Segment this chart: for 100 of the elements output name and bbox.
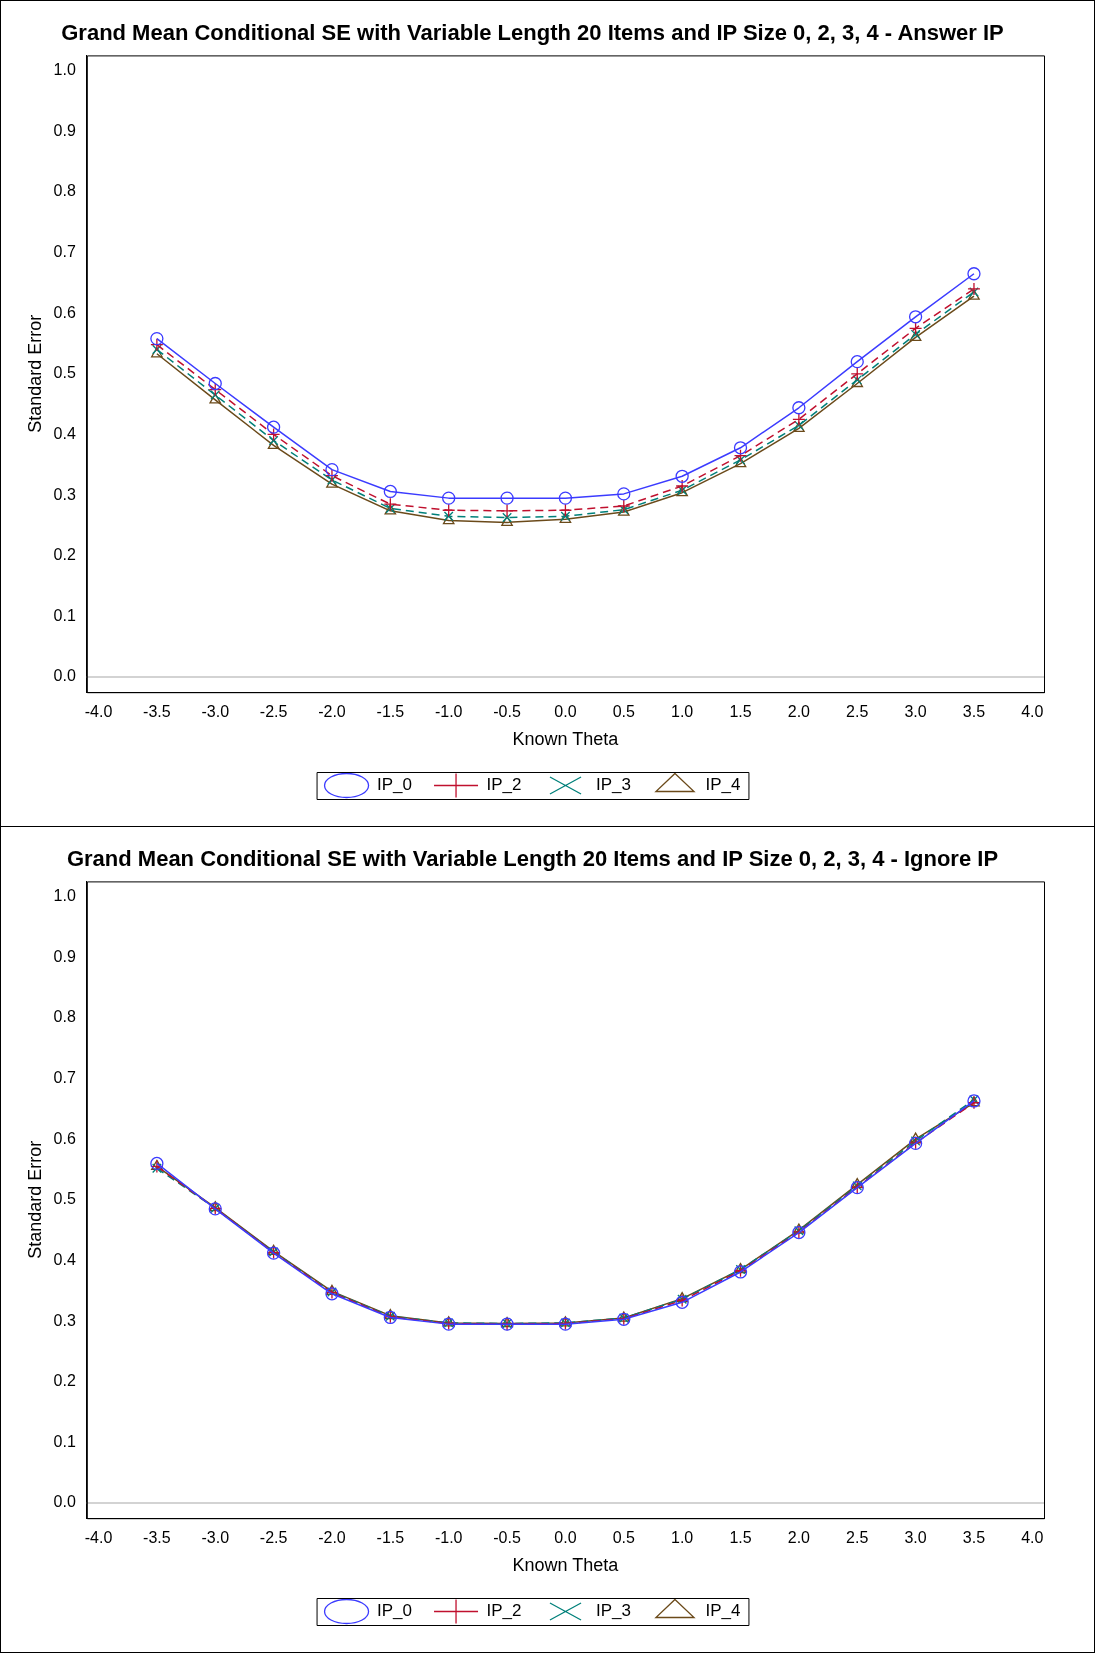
x-tick-label: -1.5 bbox=[376, 703, 405, 721]
point bbox=[325, 469, 339, 483]
point bbox=[850, 367, 864, 381]
legend-label: IP_2 bbox=[486, 775, 522, 795]
x-tick-label: -1.0 bbox=[434, 703, 463, 721]
y-tick-label: 0.4 bbox=[53, 424, 76, 442]
y-tick-label: 0.7 bbox=[53, 1068, 76, 1086]
y-tick-label: 0.8 bbox=[53, 182, 76, 200]
legend-label: IP_3 bbox=[596, 1601, 631, 1621]
point bbox=[733, 449, 748, 463]
y-tick-label: 0.2 bbox=[53, 546, 76, 564]
x-tick-label: 0.0 bbox=[554, 1529, 577, 1547]
x-tick-label: 2.0 bbox=[787, 1529, 811, 1547]
x-tick-label: -3.5 bbox=[143, 703, 171, 721]
legend-label: IP_0 bbox=[377, 1601, 413, 1621]
x-tick-label: 3.5 bbox=[962, 703, 986, 721]
point bbox=[151, 1163, 162, 1174]
point bbox=[967, 282, 981, 296]
x-tick-label: -1.5 bbox=[376, 1529, 405, 1547]
point bbox=[150, 338, 164, 352]
x-axis-title: Known Theta bbox=[512, 729, 620, 750]
legend-label: IP_4 bbox=[705, 1601, 741, 1621]
point bbox=[558, 503, 573, 517]
x-tick-label: 2.5 bbox=[846, 703, 869, 721]
y-tick-label: 1.0 bbox=[53, 60, 76, 78]
legend-label: IP_2 bbox=[486, 1601, 522, 1621]
legend-label: IP_0 bbox=[377, 775, 413, 795]
point bbox=[792, 401, 806, 415]
point bbox=[910, 1136, 921, 1146]
x-tick-label: -2.0 bbox=[318, 703, 346, 721]
y-tick-label: 0.1 bbox=[53, 1432, 76, 1450]
x-tick-label: 0.5 bbox=[612, 703, 635, 721]
point bbox=[675, 469, 689, 483]
point bbox=[325, 462, 339, 477]
y-tick-label: 0.9 bbox=[53, 947, 76, 965]
x-tick-label: 3.0 bbox=[904, 1529, 927, 1547]
y-axis-title: Standard Error bbox=[24, 314, 45, 433]
point bbox=[208, 376, 222, 391]
point bbox=[792, 412, 806, 426]
point bbox=[383, 497, 397, 511]
x-axis-title: Known Theta bbox=[512, 1555, 620, 1576]
point bbox=[733, 441, 748, 455]
point bbox=[617, 499, 631, 513]
x-tick-label: 1.5 bbox=[729, 703, 752, 721]
point bbox=[208, 382, 222, 397]
point bbox=[502, 512, 512, 523]
point bbox=[617, 487, 631, 501]
point bbox=[967, 267, 981, 281]
y-tick-label: 0.5 bbox=[53, 364, 76, 382]
point bbox=[675, 479, 689, 493]
y-tick-label: 0.1 bbox=[53, 606, 76, 624]
x-tick-label: 2.5 bbox=[846, 1529, 869, 1547]
x-tick-label: -4.0 bbox=[84, 1529, 113, 1547]
x-tick-label: 1.5 bbox=[729, 1529, 752, 1547]
y-tick-label: 0.8 bbox=[53, 1008, 76, 1026]
x-tick-label: 2.0 bbox=[787, 703, 811, 721]
y-tick-label: 0.5 bbox=[53, 1190, 76, 1208]
legend-label: IP_3 bbox=[596, 775, 631, 795]
x-tick-label: -2.5 bbox=[259, 703, 288, 721]
point bbox=[500, 491, 514, 505]
x-tick-label: 4.0 bbox=[1021, 703, 1044, 721]
point bbox=[266, 427, 281, 442]
y-tick-label: 0.2 bbox=[53, 1372, 76, 1390]
point bbox=[500, 504, 514, 518]
point bbox=[266, 420, 281, 434]
y-tick-label: 0.6 bbox=[53, 303, 76, 321]
x-tick-label: -2.0 bbox=[318, 1529, 346, 1547]
x-tick-label: 3.0 bbox=[904, 703, 927, 721]
x-tick-label: -3.5 bbox=[143, 1529, 171, 1547]
x-tick-label: -4.0 bbox=[84, 703, 113, 721]
y-tick-label: 0.3 bbox=[53, 485, 76, 503]
y-tick-label: 0.0 bbox=[53, 667, 76, 685]
y-tick-label: 0.9 bbox=[53, 121, 76, 139]
x-tick-label: -3.0 bbox=[201, 703, 230, 721]
x-tick-label: 1.0 bbox=[671, 1529, 694, 1547]
x-tick-label: -0.5 bbox=[493, 1529, 521, 1547]
x-tick-label: -2.5 bbox=[259, 1529, 288, 1547]
point bbox=[908, 310, 923, 324]
chart-title: Grand Mean Conditional SE with Variable Length 20 Items and IP Size 0, 2, 3, 4 - Ignore IP bbox=[66, 846, 999, 872]
point bbox=[383, 484, 397, 499]
x-tick-label: 1.0 bbox=[671, 703, 694, 721]
y-tick-label: 0.4 bbox=[53, 1250, 76, 1268]
x-tick-label: -0.5 bbox=[493, 703, 521, 721]
y-tick-label: 0.6 bbox=[53, 1129, 76, 1147]
x-tick-label: 3.5 bbox=[962, 1529, 986, 1547]
point bbox=[442, 491, 456, 505]
y-tick-label: 0.0 bbox=[53, 1493, 76, 1511]
point bbox=[908, 321, 923, 335]
x-tick-label: 0.0 bbox=[554, 703, 577, 721]
y-tick-label: 0.7 bbox=[53, 242, 76, 260]
x-tick-label: -1.0 bbox=[434, 1529, 463, 1547]
point bbox=[210, 390, 221, 400]
x-tick-label: -3.0 bbox=[201, 1529, 230, 1547]
point bbox=[558, 491, 573, 505]
y-axis-title: Standard Error bbox=[24, 1140, 45, 1259]
y-tick-label: 1.0 bbox=[53, 886, 76, 904]
legend-label: IP_4 bbox=[705, 775, 741, 795]
point bbox=[150, 331, 164, 346]
chart-title: Grand Mean Conditional SE with Variable Length 20 Items and IP Size 0, 2, 3, 4 - Answer IP bbox=[61, 20, 1004, 46]
point bbox=[442, 503, 456, 517]
